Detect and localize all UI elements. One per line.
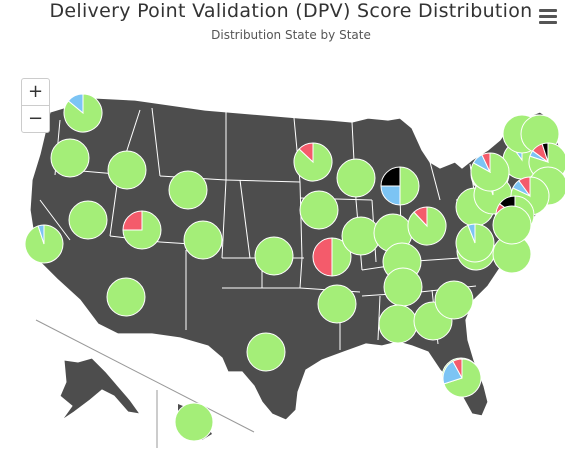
pie-slice-green xyxy=(107,150,147,190)
state-pies[interactable] xyxy=(24,93,565,442)
pie-slice-green xyxy=(299,190,339,230)
state-border xyxy=(299,181,303,259)
pie-ar[interactable] xyxy=(378,304,418,344)
state-border xyxy=(377,295,381,341)
state-border xyxy=(225,179,301,183)
pie-slice-green xyxy=(492,205,532,245)
inset-divider xyxy=(35,319,255,433)
zoom-controls: + − xyxy=(21,78,50,133)
pie-slice-green xyxy=(336,158,376,198)
state-border xyxy=(39,199,71,241)
menu-line xyxy=(539,15,557,18)
pie-ks[interactable] xyxy=(317,284,357,324)
pie-id[interactable] xyxy=(107,150,147,190)
pie-slice-red xyxy=(518,176,531,198)
zoom-divider xyxy=(22,105,49,106)
state-border xyxy=(429,161,441,201)
pie-wy[interactable] xyxy=(183,220,223,260)
zoom-in-button[interactable]: + xyxy=(27,81,44,102)
pie-ky[interactable] xyxy=(434,280,474,320)
pie-ny[interactable] xyxy=(470,152,510,192)
pie-hi[interactable] xyxy=(174,402,214,442)
hamburger-menu-icon[interactable] xyxy=(537,6,559,26)
pie-ut[interactable] xyxy=(122,210,162,250)
pie-il[interactable] xyxy=(407,206,447,246)
pie-slice-red xyxy=(413,206,428,228)
pie-slice-green xyxy=(434,280,474,320)
pie-slice-black xyxy=(380,166,401,187)
pie-fl[interactable] xyxy=(442,358,482,398)
pie-slice-green xyxy=(246,332,286,372)
zoom-out-button[interactable]: − xyxy=(27,108,44,129)
pie-slice-green xyxy=(122,210,162,250)
pie-slice-green xyxy=(378,304,418,344)
pie-mi[interactable] xyxy=(380,166,420,206)
pie-slice-green xyxy=(254,236,294,276)
pie-slice-blue xyxy=(67,93,84,115)
pie-wa[interactable] xyxy=(63,93,103,133)
pie-co[interactable] xyxy=(254,236,294,276)
pie-mn[interactable] xyxy=(336,158,376,198)
pie-slice-red xyxy=(481,152,491,173)
pie-slice-blue xyxy=(37,224,45,245)
pie-slice-green xyxy=(399,166,420,206)
chart-title: Delivery Point Validation (DPV) Score Di… xyxy=(49,0,533,22)
menu-line xyxy=(539,21,557,24)
pie-or[interactable] xyxy=(50,138,90,178)
state-border xyxy=(151,107,161,177)
pie-md[interactable] xyxy=(492,205,532,245)
pie-slice-red xyxy=(298,142,314,164)
chart-subtitle: Distribution State by State xyxy=(211,28,371,42)
pie-ne[interactable] xyxy=(299,190,339,230)
pie-nd[interactable] xyxy=(293,142,333,182)
alaska-shape xyxy=(59,357,142,421)
pie-va[interactable] xyxy=(455,223,495,263)
pie-slice-green xyxy=(168,170,208,210)
menu-line xyxy=(539,9,557,12)
pie-slice-red xyxy=(452,358,463,379)
pie-az[interactable] xyxy=(106,277,146,317)
pie-slice-red xyxy=(122,210,143,231)
pie-slice-green xyxy=(174,402,214,442)
pie-ok[interactable] xyxy=(383,267,423,307)
pie-nv[interactable] xyxy=(68,200,108,240)
state-border xyxy=(239,179,251,259)
pie-slice-black xyxy=(541,142,549,163)
state-border xyxy=(299,257,303,289)
state-border xyxy=(221,179,227,259)
pie-slice-green xyxy=(455,223,495,263)
pie-slice-red xyxy=(312,237,333,277)
pie-slice-green xyxy=(383,267,423,307)
pie-slice-green xyxy=(106,277,146,317)
pie-mt[interactable] xyxy=(168,170,208,210)
pie-nm[interactable] xyxy=(246,332,286,372)
pie-slice-green xyxy=(50,138,90,178)
state-border xyxy=(109,177,119,237)
pie-ca[interactable] xyxy=(24,224,64,264)
pie-slice-green xyxy=(317,284,357,324)
pie-slice-green xyxy=(183,220,223,260)
pie-slice-green xyxy=(68,200,108,240)
pie-slice-blue xyxy=(467,223,476,244)
pie-slice-blue xyxy=(380,185,401,206)
